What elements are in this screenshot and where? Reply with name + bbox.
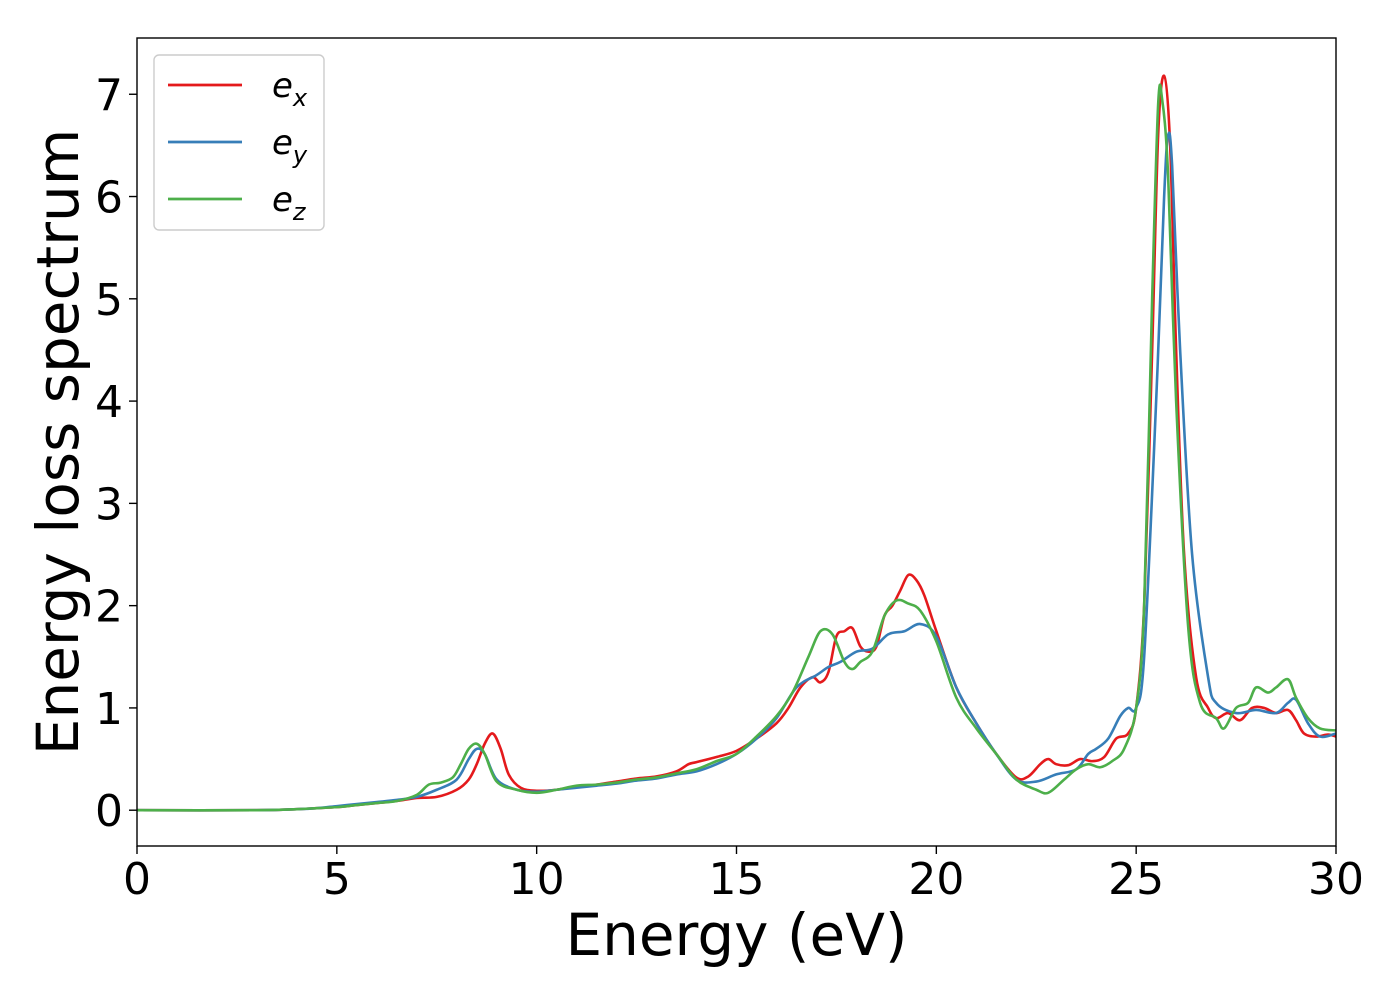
x-tick-label: 30: [1308, 854, 1364, 905]
y-tick-label: 6: [95, 173, 123, 224]
y-tick-label: 7: [95, 70, 123, 121]
legend-label-y: ey: [272, 123, 308, 169]
y-tick-label: 4: [95, 377, 123, 428]
x-tick-label: 25: [1108, 854, 1164, 905]
x-axis-label: Energy (eV): [565, 901, 907, 969]
tick-layer: 0 5 10 15 20 25 30 0 1 2 3 4 5 6 7: [95, 70, 1364, 905]
series-line-y: [136, 131, 1337, 812]
x-tick-label: 5: [323, 854, 351, 905]
series-line-z: [136, 83, 1337, 812]
legend-label-x: ex: [272, 66, 308, 112]
series-layer: [136, 74, 1337, 812]
x-tick-label: 10: [509, 854, 565, 905]
y-tick-label: 5: [95, 275, 123, 326]
x-tick-label: 15: [709, 854, 765, 905]
legend: ex ey ez: [153, 54, 325, 231]
y-tick-label: 2: [95, 582, 123, 633]
x-tick-label: 20: [908, 854, 964, 905]
y-tick-label: 3: [95, 479, 123, 530]
y-tick-label: 0: [95, 786, 123, 837]
y-axis-label: Energy loss spectrum: [24, 129, 92, 755]
x-tick-label: 0: [123, 854, 151, 905]
y-tick-label: 1: [95, 684, 123, 735]
legend-label-z: ez: [272, 180, 307, 226]
